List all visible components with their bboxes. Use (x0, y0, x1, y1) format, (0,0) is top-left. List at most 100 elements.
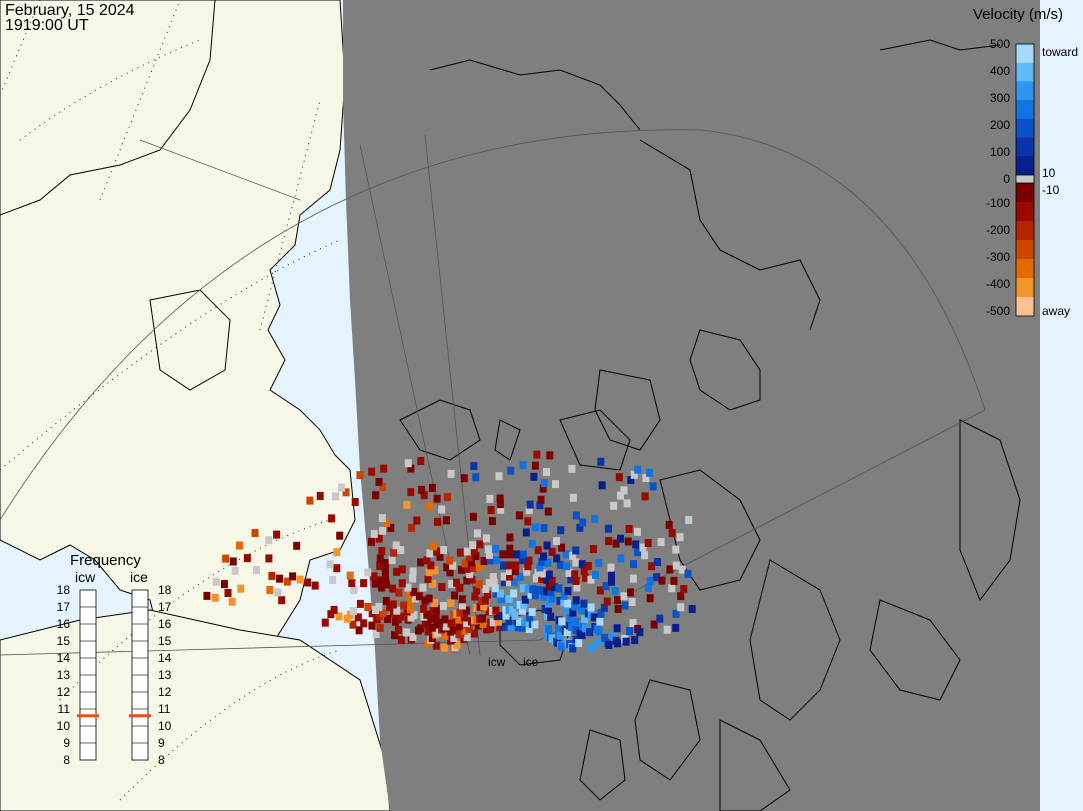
velocity-cell (404, 583, 412, 592)
velocity-cell (420, 491, 428, 500)
velocity-cell (463, 547, 471, 556)
velocity-cell (628, 598, 636, 606)
velocity-cell (670, 576, 678, 585)
colorbar-away-swatch (1016, 240, 1034, 260)
velocity-cell (237, 584, 245, 593)
velocity-cell (543, 468, 550, 476)
velocity-cell (328, 514, 336, 523)
velocity-cell (672, 561, 680, 570)
velocity-cell (572, 511, 580, 520)
velocity-cell (424, 627, 432, 636)
velocity-cell (479, 620, 487, 629)
velocity-cell (268, 571, 276, 580)
velocity-cell (629, 574, 637, 583)
velocity-cell (506, 550, 514, 559)
velocity-cell (461, 626, 469, 635)
velocity-cell (558, 642, 565, 651)
velocity-cell (459, 601, 466, 610)
velocity-cell (646, 576, 654, 585)
velocity-cell (417, 624, 425, 633)
velocity-cell (355, 626, 363, 635)
velocity-cell (510, 589, 518, 598)
colorbar-toward-swatch (1016, 156, 1034, 176)
velocity-cell (588, 644, 596, 653)
velocity-cell (349, 607, 357, 616)
colorbar-toward-swatch (1016, 81, 1034, 101)
velocity-cell (354, 613, 362, 622)
velocity-cell (442, 622, 450, 631)
velocity-cell (496, 623, 504, 632)
velocity-cell (278, 596, 286, 605)
velocity-cell (372, 491, 380, 500)
velocity-cell (572, 558, 580, 567)
velocity-cell (519, 550, 527, 559)
velocity-cell (685, 516, 693, 524)
velocity-cell (330, 605, 338, 614)
velocity-cell (424, 575, 432, 583)
velocity-cell (540, 479, 548, 488)
velocity-cell (531, 620, 539, 629)
velocity-cell (598, 481, 606, 490)
velocity-cell (564, 587, 572, 595)
velocity-cell (538, 586, 546, 595)
colorbar-title: Velocity (m/s) (973, 6, 1063, 23)
velocity-cell (418, 485, 426, 494)
velocity-cell (333, 564, 341, 573)
velocity-cell (634, 465, 642, 474)
velocity-cell (434, 517, 441, 526)
velocity-cell (626, 627, 633, 636)
colorbar-away-swatch (1016, 183, 1034, 203)
velocity-cell (407, 488, 415, 497)
velocity-cell (688, 605, 696, 613)
velocity-cell (409, 633, 417, 642)
velocity-cell (425, 568, 433, 577)
velocity-cell (569, 608, 577, 617)
velocity-cell (642, 474, 650, 482)
colorbar-tick-label: 300 (990, 91, 1010, 105)
velocity-cell (526, 500, 534, 509)
velocity-cell (426, 549, 434, 558)
velocity-cell (456, 608, 464, 617)
velocity-cell (613, 624, 621, 633)
velocity-cell (441, 632, 449, 640)
velocity-cell (224, 589, 232, 597)
velocity-cell (463, 576, 471, 585)
velocity-cell (476, 603, 484, 612)
velocity-cell (410, 611, 418, 620)
velocity-cell (472, 552, 480, 561)
velocity-cell (220, 580, 228, 589)
velocity-cell (426, 501, 433, 510)
velocity-cell (203, 591, 211, 600)
velocity-cell (621, 601, 629, 610)
velocity-cell (581, 624, 589, 633)
velocity-cell (589, 545, 597, 553)
velocity-cell (587, 575, 595, 584)
velocity-cell (439, 602, 447, 610)
velocity-cell (507, 622, 515, 631)
colorbar-toward-swatch (1016, 118, 1034, 139)
velocity-cell (415, 592, 423, 601)
velocity-cell (684, 569, 692, 578)
velocity-cell (620, 592, 628, 601)
colorbar-tick-label: 0 (1003, 172, 1010, 186)
velocity-cell (555, 584, 563, 593)
velocity-cell (523, 567, 531, 576)
velocity-cell (596, 617, 604, 626)
velocity-cell (424, 618, 432, 627)
velocity-cell (495, 472, 503, 481)
velocity-cell (475, 580, 483, 589)
date-label: February, 15 2024 (5, 2, 135, 19)
velocity-cell (465, 553, 473, 561)
colorbar-away-swatch (1016, 297, 1034, 317)
velocity-cell (283, 577, 291, 586)
velocity-cell (546, 451, 554, 460)
velocity-cell (372, 630, 380, 639)
frequency-tick-icw: 9 (63, 736, 70, 750)
velocity-cell (479, 614, 487, 623)
velocity-cell (525, 625, 533, 634)
velocity-cell (489, 573, 497, 582)
velocity-cell (428, 623, 436, 632)
colorbar-away-swatch (1016, 221, 1034, 241)
velocity-cell (543, 587, 550, 596)
